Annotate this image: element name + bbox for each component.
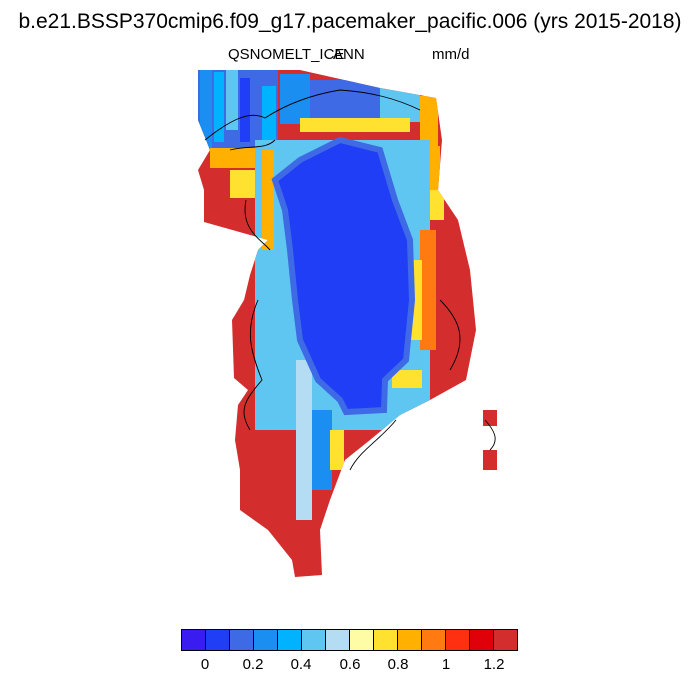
colorbar-swatch (422, 630, 446, 650)
interior-ice-region (275, 140, 412, 412)
colorbar-swatch (278, 630, 302, 650)
colorbar-swatch (398, 630, 422, 650)
colorbar-label: 0.4 (290, 656, 312, 673)
colorbar-swatch (326, 630, 350, 650)
colorbar-swatch (182, 630, 206, 650)
inner-margin-ring (271, 136, 416, 416)
units-label: mm/d (432, 46, 470, 63)
east-island-cell (483, 450, 497, 470)
colorbar-swatch (470, 630, 494, 650)
colorbar-swatch (302, 630, 326, 650)
colorbar-label: 1 (441, 656, 451, 673)
coastline (204, 89, 496, 471)
colorbar-labels: 0 0.2 0.4 0.6 0.8 1 1.2 (0, 656, 700, 676)
colorbar-swatch (374, 630, 398, 650)
season-label: ANN (333, 46, 365, 63)
plot-title: b.e21.BSSP370cmip6.f09_g17.pacemaker_pac… (18, 10, 682, 33)
colorbar-swatch (350, 630, 374, 650)
colorbar (181, 629, 518, 651)
colorbar-swatch (254, 630, 278, 650)
colorbar-label: 0.6 (339, 656, 361, 673)
colorbar-label: 1.2 (483, 656, 505, 673)
colorbar-swatch (446, 630, 470, 650)
colorbar-label: 0 (200, 656, 210, 673)
colorbar-swatch (206, 630, 230, 650)
colorbar-label: 0.8 (387, 656, 409, 673)
colorbar-swatch (230, 630, 254, 650)
east-island-cell (483, 410, 497, 426)
colorbar-label: 0.2 (242, 656, 264, 673)
variable-label: QSNOMELT_ICE (228, 46, 345, 63)
colorbar-swatch (494, 630, 517, 650)
